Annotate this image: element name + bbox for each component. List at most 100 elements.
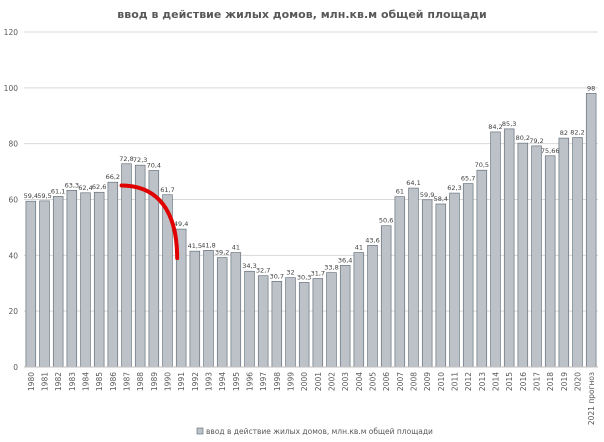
data-label: 79,2: [529, 137, 543, 145]
bar: [353, 252, 365, 368]
bar: [490, 131, 501, 368]
data-label: 82,2: [570, 129, 584, 137]
x-tick-label: 1987: [123, 372, 132, 391]
data-label: 65,7: [461, 175, 475, 183]
grid-lines: [24, 31, 598, 368]
x-tick-label: 2012: [464, 372, 473, 391]
data-label: 30,3: [297, 273, 311, 281]
x-tick-label: 1980: [27, 372, 36, 391]
x-tick-label: 1996: [246, 372, 255, 391]
x-tick-label: 2020: [574, 372, 583, 391]
x-tick-label: 1998: [273, 372, 282, 391]
x-tick-label: 1993: [205, 372, 214, 391]
legend-label: ввод в действие жилых домов, млн.кв.м об…: [206, 427, 433, 436]
x-tick-label: 1983: [68, 372, 77, 391]
x-tick-label: 1988: [136, 372, 145, 391]
data-label: 75,66: [541, 147, 560, 155]
x-tick-label: 2016: [519, 372, 528, 391]
x-tick-label: 1994: [218, 372, 227, 391]
data-label: 63,3: [65, 181, 79, 189]
bar: [312, 278, 324, 368]
data-label: 64,1: [406, 179, 420, 187]
x-tick-label: 2001: [314, 372, 323, 391]
x-tick-label: 1985: [95, 372, 104, 391]
data-label: 31,7: [311, 270, 325, 278]
data-label: 50,6: [379, 217, 393, 225]
bar: [435, 203, 447, 368]
x-tick-label: 1992: [191, 372, 200, 391]
data-label: 59,5: [37, 192, 51, 200]
bar: [80, 192, 91, 368]
x-tick-label: 1989: [150, 372, 159, 391]
data-label: 39,2: [215, 249, 229, 257]
x-tick-label: 2007: [396, 372, 405, 391]
data-label: 84,2: [488, 123, 502, 131]
data-label: 41: [232, 244, 240, 252]
data-label: 59,9: [420, 191, 434, 199]
x-tick-label: 1995: [232, 372, 241, 391]
x-tick-label: 2019: [560, 372, 569, 391]
data-label: 36,4: [338, 256, 352, 264]
data-label: 34,3: [242, 262, 256, 270]
bar: [298, 282, 310, 368]
x-tick-label: 2010: [437, 372, 446, 391]
bar: [326, 272, 337, 368]
bar: [230, 252, 242, 368]
bar: [93, 191, 105, 368]
data-label: 62,4: [78, 184, 92, 192]
bar: [517, 142, 529, 368]
x-tick-label: 2009: [423, 372, 432, 391]
y-tick-label: 40: [8, 251, 18, 260]
bar: [408, 187, 419, 368]
x-tick-label: 2011: [451, 372, 460, 391]
data-label: 80,2: [516, 134, 530, 142]
bar: [121, 163, 132, 368]
data-label: 43,6: [365, 236, 379, 244]
data-labels: 59,4 59,561,163,3 62,4 62,666,2 72,8 72,370,4…: [24, 84, 596, 281]
bar: [285, 277, 296, 368]
data-label: 70,5: [475, 161, 489, 169]
bar: [39, 200, 50, 368]
data-label: 98: [587, 84, 595, 92]
bar: [189, 250, 201, 368]
x-axis: 1980 1981 1982 1983 1984 1985 1986 1987 1988 1989…: [24, 366, 598, 425]
x-tick-label: 1991: [177, 372, 186, 391]
bar: [558, 137, 570, 368]
bar: [531, 145, 542, 368]
data-label: 59,4: [24, 192, 38, 200]
decline-annotation-arc: [119, 183, 180, 261]
x-tick-label: 2003: [341, 372, 350, 391]
bar: [244, 270, 255, 368]
bar: [66, 189, 78, 368]
x-tick-label: 1984: [82, 372, 91, 391]
y-tick-label: 120: [4, 28, 19, 37]
bar: [339, 265, 351, 368]
data-label: 61: [396, 188, 404, 196]
bar: [503, 128, 515, 368]
y-tick-label: 0: [13, 363, 18, 372]
y-axis: 0 20 40 60 80 100 120: [4, 28, 19, 372]
bar: [134, 164, 146, 368]
bar: [394, 196, 406, 368]
bar: [585, 93, 597, 368]
bar: [216, 257, 228, 368]
x-tick-label: 2004: [355, 372, 364, 391]
x-tick-label: 2015: [505, 372, 514, 391]
data-label: 41,5: [188, 242, 202, 250]
data-label: 61,1: [51, 187, 65, 195]
bar: [476, 169, 488, 368]
x-tick-label: 1990: [164, 372, 173, 391]
y-tick-label: 60: [8, 196, 18, 205]
legend: ввод в действие жилых домов, млн.кв.м об…: [196, 427, 433, 436]
data-label: 62,6: [92, 183, 106, 191]
bar: [25, 200, 37, 368]
data-label: 49,4: [174, 220, 188, 228]
data-label: 85,3: [502, 120, 516, 128]
bar: [449, 192, 460, 368]
x-tick-label: 2021 прогноз: [587, 372, 596, 425]
bar: [257, 275, 269, 368]
chart-title: ввод в действие жилых домов, млн.кв.м об…: [117, 8, 486, 21]
bar: [203, 250, 214, 368]
data-label: 32,7: [256, 267, 270, 275]
data-label: 32: [286, 269, 294, 277]
